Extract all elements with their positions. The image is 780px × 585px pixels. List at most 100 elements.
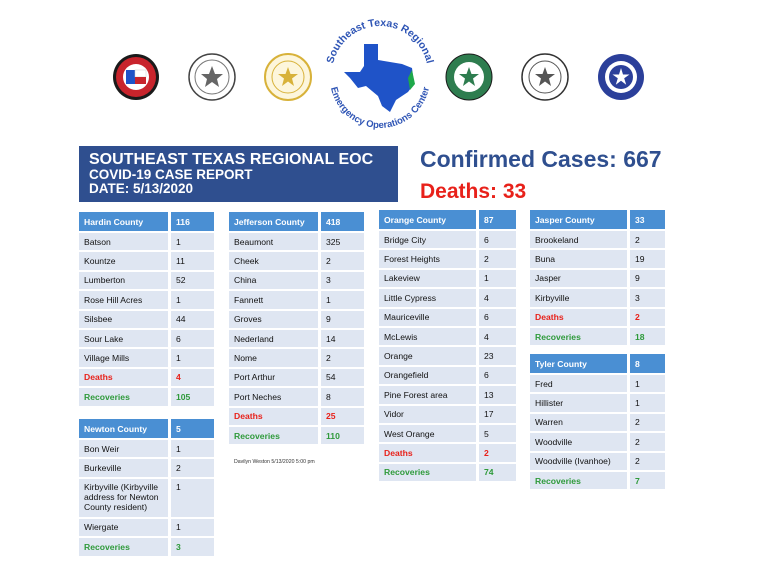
city-name: Wiergate — [79, 518, 168, 537]
city-name: Batson — [79, 233, 168, 251]
recoveries-count: 18 — [627, 327, 665, 346]
report-author-note: Davilyn Weston 5/13/2020 5:00 pm — [234, 459, 315, 465]
deaths-row: Deaths 2 — [530, 308, 665, 326]
case-count: 2 — [627, 413, 665, 432]
table-header: Newton County 5 — [79, 419, 214, 438]
table-row: Orange 23 — [379, 347, 516, 365]
city-name: Cheek — [229, 252, 318, 270]
table-row: Groves 9 — [229, 310, 364, 328]
city-name: Warren — [530, 413, 627, 432]
city-name: Vidor — [379, 405, 476, 423]
table-row: Port Arthur 54 — [229, 368, 364, 387]
city-name: Port Neches — [229, 388, 318, 406]
county-name: Jefferson County — [229, 212, 318, 231]
table-row: Hillister 1 — [530, 394, 665, 412]
case-count: 6 — [168, 329, 214, 348]
recoveries-label: Recoveries — [79, 538, 168, 556]
county-total: 33 — [627, 210, 665, 229]
table-row: Woodville (Ivanhoe) 2 — [530, 452, 665, 470]
table-row: Vidor 17 — [379, 405, 516, 423]
city-name: Groves — [229, 310, 318, 328]
table-row: Kirbyville (Kirbyville address for Newto… — [79, 478, 214, 517]
tyler-county-table: Tyler County 8 Fred 1 Hillister 1 Warren 2 … — [530, 352, 665, 491]
case-count: 1 — [168, 291, 214, 309]
case-count: 2 — [168, 459, 214, 477]
case-count: 325 — [318, 233, 364, 251]
recoveries-label: Recoveries — [530, 471, 627, 490]
case-count: 3 — [318, 271, 364, 290]
eoc-logo: Southeast Texas Regional Emergency Opera… — [320, 14, 440, 134]
recoveries-label: Recoveries — [379, 463, 476, 482]
city-name: Rose Hill Acres — [79, 291, 168, 309]
table-row: Orangefield 6 — [379, 366, 516, 385]
table-row: Kirbyville 3 — [530, 289, 665, 307]
county-name: Orange County — [379, 210, 476, 229]
city-name: Fred — [530, 375, 627, 393]
case-count: 1 — [168, 349, 214, 367]
deaths-total: Deaths: 33 — [420, 180, 527, 203]
city-name: Bon Weir — [79, 440, 168, 458]
city-name: Lakeview — [379, 269, 476, 288]
city-name: Nederland — [229, 329, 318, 348]
case-count: 6 — [476, 231, 516, 249]
county-name: Tyler County — [530, 354, 627, 373]
case-count: 3 — [627, 289, 665, 307]
region-highlight-icon — [408, 70, 415, 90]
recoveries-count: 110 — [318, 426, 364, 445]
table-row: Beaumont 325 — [229, 233, 364, 251]
case-count: 54 — [318, 368, 364, 387]
table-row: Lumberton 52 — [79, 271, 214, 290]
city-name: Lumberton — [79, 271, 168, 290]
table-header: Jasper County 33 — [530, 210, 665, 229]
case-count: 2 — [318, 349, 364, 367]
recoveries-label: Recoveries — [79, 388, 168, 406]
case-count: 4 — [476, 327, 516, 346]
county-name: Newton County — [79, 419, 168, 438]
table-row: Silsbee 44 — [79, 310, 214, 328]
deaths-count: 4 — [168, 368, 214, 387]
case-count: 8 — [318, 388, 364, 406]
case-count: 2 — [627, 231, 665, 249]
city-name: Sour Lake — [79, 329, 168, 348]
table-row: Kountze 11 — [79, 252, 214, 270]
deaths-row: Deaths 25 — [229, 407, 364, 425]
case-count: 2 — [476, 250, 516, 268]
seal-icon — [598, 54, 644, 100]
table-row: Sour Lake 6 — [79, 329, 214, 348]
case-count: 2 — [627, 433, 665, 451]
seal-icon — [445, 53, 493, 101]
county-total: 116 — [168, 212, 214, 231]
city-name: Woodville (Ivanhoe) — [530, 452, 627, 470]
table-header: Jefferson County 418 — [229, 212, 364, 231]
table-row: Burkeville 2 — [79, 459, 214, 477]
case-count: 1 — [318, 291, 364, 309]
table-header: Hardin County 116 — [79, 212, 214, 231]
table-row: Nome 2 — [229, 349, 364, 367]
jasper-county-seal — [445, 53, 493, 101]
confirmed-cases-total: Confirmed Cases: 667 — [420, 146, 662, 172]
case-count: 4 — [476, 289, 516, 307]
deaths-label: Deaths — [379, 444, 476, 462]
table-row: Jasper 9 — [530, 269, 665, 288]
table-row: Brookeland 2 — [530, 231, 665, 249]
city-name: Mauriceville — [379, 308, 476, 326]
table-row: Cheek 2 — [229, 252, 364, 270]
deaths-count: 25 — [318, 407, 364, 425]
city-name: Jasper — [530, 269, 627, 288]
case-count: 6 — [476, 366, 516, 385]
deaths-label: Deaths — [530, 308, 627, 326]
table-header: Orange County 87 — [379, 210, 516, 229]
case-count: 2 — [627, 452, 665, 470]
county-name: Hardin County — [79, 212, 168, 231]
table-row: China 3 — [229, 271, 364, 290]
table-header: Tyler County 8 — [530, 354, 665, 373]
table-row: Woodville 2 — [530, 433, 665, 451]
table-row: Wiergate 1 — [79, 518, 214, 537]
eoc-logo-text: Southeast Texas Regional — [324, 17, 435, 65]
city-name: McLewis — [379, 327, 476, 346]
hardin-county-table: Hardin County 116 Batson 1 Kountze 11 Lumb… — [79, 210, 214, 408]
city-name: Nome — [229, 349, 318, 367]
case-count: 1 — [168, 478, 214, 517]
deaths-row: Deaths 4 — [79, 368, 214, 387]
table-row: Mauriceville 6 — [379, 308, 516, 326]
